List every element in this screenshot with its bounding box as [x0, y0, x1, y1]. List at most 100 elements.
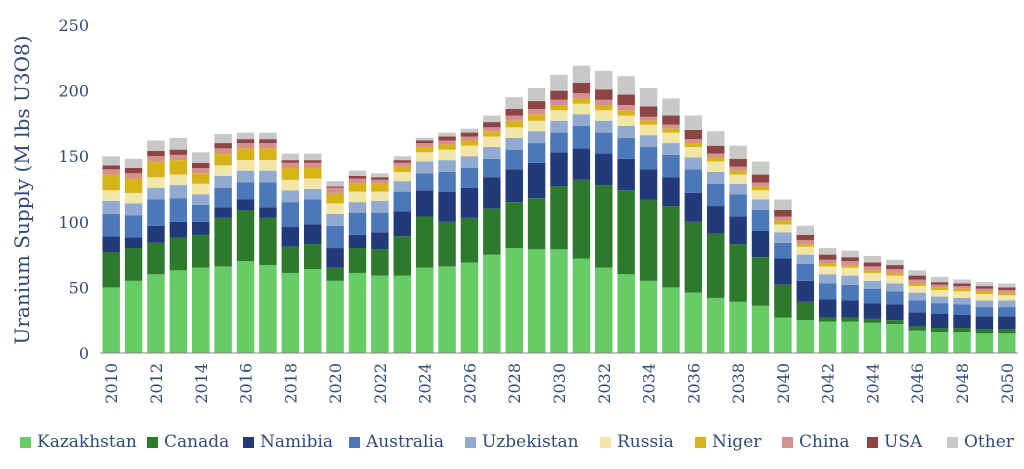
- bar-segment-australia-2021: [348, 212, 367, 235]
- bar-segment-russia-2038: [729, 174, 747, 184]
- bar-segment-namibia-2012: [147, 225, 165, 243]
- bar-segment-australia-2040: [774, 242, 792, 259]
- bar-segment-canada-2032: [595, 185, 613, 268]
- bar-segment-china-2010: [102, 169, 120, 175]
- bar-segment-uzbekistan-2012: [147, 187, 165, 200]
- bar-segment-australia-2032: [595, 132, 613, 154]
- bar-segment-niger-2020: [326, 192, 344, 204]
- bar-segment-usa-2041: [796, 234, 815, 241]
- bar-segment-canada-2029: [527, 198, 546, 250]
- x-tick-label: 2026: [460, 363, 479, 404]
- bar-segment-uzbekistan-2018: [281, 190, 300, 203]
- x-tick-label: 2022: [371, 363, 390, 404]
- bar-segment-uzbekistan-2015: [214, 175, 232, 188]
- bar-segment-uzbekistan-2019: [303, 189, 322, 200]
- bar-segment-canada-2019: [303, 244, 322, 270]
- bar-segment-namibia-2045: [886, 304, 904, 321]
- bar-segment-other-2033: [617, 76, 635, 95]
- bar-segment-canada-2020: [326, 267, 344, 281]
- bar-segment-canada-2016: [236, 209, 255, 262]
- bar-segment-uzbekistan-2046: [908, 292, 926, 301]
- bar-segment-australia-2023: [393, 191, 411, 212]
- bar-segment-uzbekistan-2049: [975, 300, 994, 308]
- bar-segment-australia-2045: [886, 291, 904, 305]
- bar-segment-china-2034: [639, 116, 658, 121]
- bar-segment-australia-2044: [863, 288, 882, 304]
- bar-segment-australia-2011: [124, 215, 143, 238]
- bar-segment-australia-2010: [102, 213, 120, 237]
- bar-segment-australia-2035: [662, 154, 680, 178]
- bar-segment-niger-2025: [438, 144, 456, 150]
- bar-segment-niger-2023: [393, 166, 411, 172]
- bar-segment-australia-2048: [953, 304, 971, 315]
- y-tick-label: 50: [69, 278, 89, 297]
- bar-segment-russia-2044: [863, 272, 882, 281]
- bar-segment-namibia-2019: [303, 224, 322, 245]
- bar-segment-niger-2046: [908, 283, 926, 287]
- bar-segment-china-2017: [259, 143, 277, 149]
- bar-segment-uzbekistan-2028: [505, 137, 523, 150]
- bar-segment-usa-2044: [863, 262, 882, 267]
- bar-segment-uzbekistan-2011: [124, 203, 143, 216]
- bar-segment-namibia-2049: [975, 316, 994, 330]
- bar-segment-namibia-2040: [774, 258, 792, 285]
- bar-segment-uzbekistan-2030: [550, 120, 568, 133]
- legend-label: Kazakhstan: [37, 432, 137, 452]
- bar-segment-russia-2045: [886, 275, 904, 284]
- bar-segment-niger-2015: [214, 153, 232, 166]
- bar-segment-usa-2034: [639, 106, 658, 117]
- bar-segment-usa-2023: [393, 160, 411, 163]
- bar-segment-kazakhstan-2034: [639, 280, 658, 353]
- bar-segment-other-2032: [595, 70, 613, 90]
- bar-segment-usa-2027: [483, 122, 501, 128]
- x-tick-label: 2046: [908, 363, 927, 404]
- legend-label: Russia: [617, 432, 674, 452]
- bar-segment-namibia-2044: [863, 303, 882, 319]
- bar-segment-namibia-2033: [617, 158, 635, 191]
- bar-segment-usa-2047: [930, 282, 949, 285]
- bar-segment-uzbekistan-2032: [595, 120, 613, 133]
- bar-segment-namibia-2013: [169, 221, 188, 238]
- bar-segment-china-2045: [886, 269, 904, 273]
- x-tick-label: 2018: [281, 363, 300, 404]
- legend-swatch: [465, 436, 476, 448]
- bar-segment-kazakhstan-2031: [572, 258, 591, 353]
- bar-segment-canada-2028: [505, 202, 523, 249]
- bar-segment-niger-2028: [505, 120, 523, 128]
- bar-segment-usa-2012: [147, 150, 165, 157]
- bar-segment-kazakhstan-2015: [214, 266, 232, 353]
- bar-segment-niger-2024: [415, 147, 434, 153]
- bar-segment-niger-2021: [348, 183, 367, 192]
- bar-segment-usa-2029: [527, 101, 546, 109]
- bar-segment-kazakhstan-2017: [259, 265, 277, 353]
- bar-segment-niger-2014: [192, 173, 210, 184]
- bar-segment-usa-2019: [303, 160, 322, 163]
- bar-segment-uzbekistan-2025: [438, 160, 456, 172]
- legend-item: Other: [947, 432, 1014, 452]
- y-tick-label: 250: [58, 16, 89, 35]
- bar-segment-australia-2024: [415, 173, 434, 191]
- legend-swatch: [695, 436, 706, 448]
- bar-segment-canada-2043: [841, 317, 859, 322]
- bar-segment-china-2022: [371, 179, 389, 184]
- x-tick-label: 2032: [595, 363, 614, 404]
- bar-segment-canada-2036: [684, 221, 703, 293]
- bar-segment-canada-2049: [975, 329, 994, 334]
- legend-label: Namibia: [260, 432, 334, 452]
- bar-segment-australia-2019: [303, 199, 322, 225]
- bar-segment-china-2016: [236, 143, 255, 149]
- x-tick-label: 2048: [953, 363, 972, 404]
- bar-segment-kazakhstan-2027: [483, 254, 501, 353]
- x-tick-label: 2042: [819, 363, 838, 404]
- bar-segment-namibia-2037: [707, 206, 725, 234]
- bar-segment-usa-2030: [550, 90, 568, 100]
- bar-segment-namibia-2046: [908, 312, 926, 327]
- bar-segment-namibia-2026: [460, 187, 479, 218]
- bar-segment-namibia-2021: [348, 234, 367, 249]
- bar-segment-kazakhstan-2032: [595, 267, 613, 353]
- bar-segment-other-2017: [259, 132, 277, 140]
- bar-segment-canada-2047: [930, 328, 949, 333]
- bar-segment-usa-2022: [371, 177, 389, 180]
- bar-segment-namibia-2030: [550, 152, 568, 187]
- bar-segment-china-2035: [662, 124, 680, 129]
